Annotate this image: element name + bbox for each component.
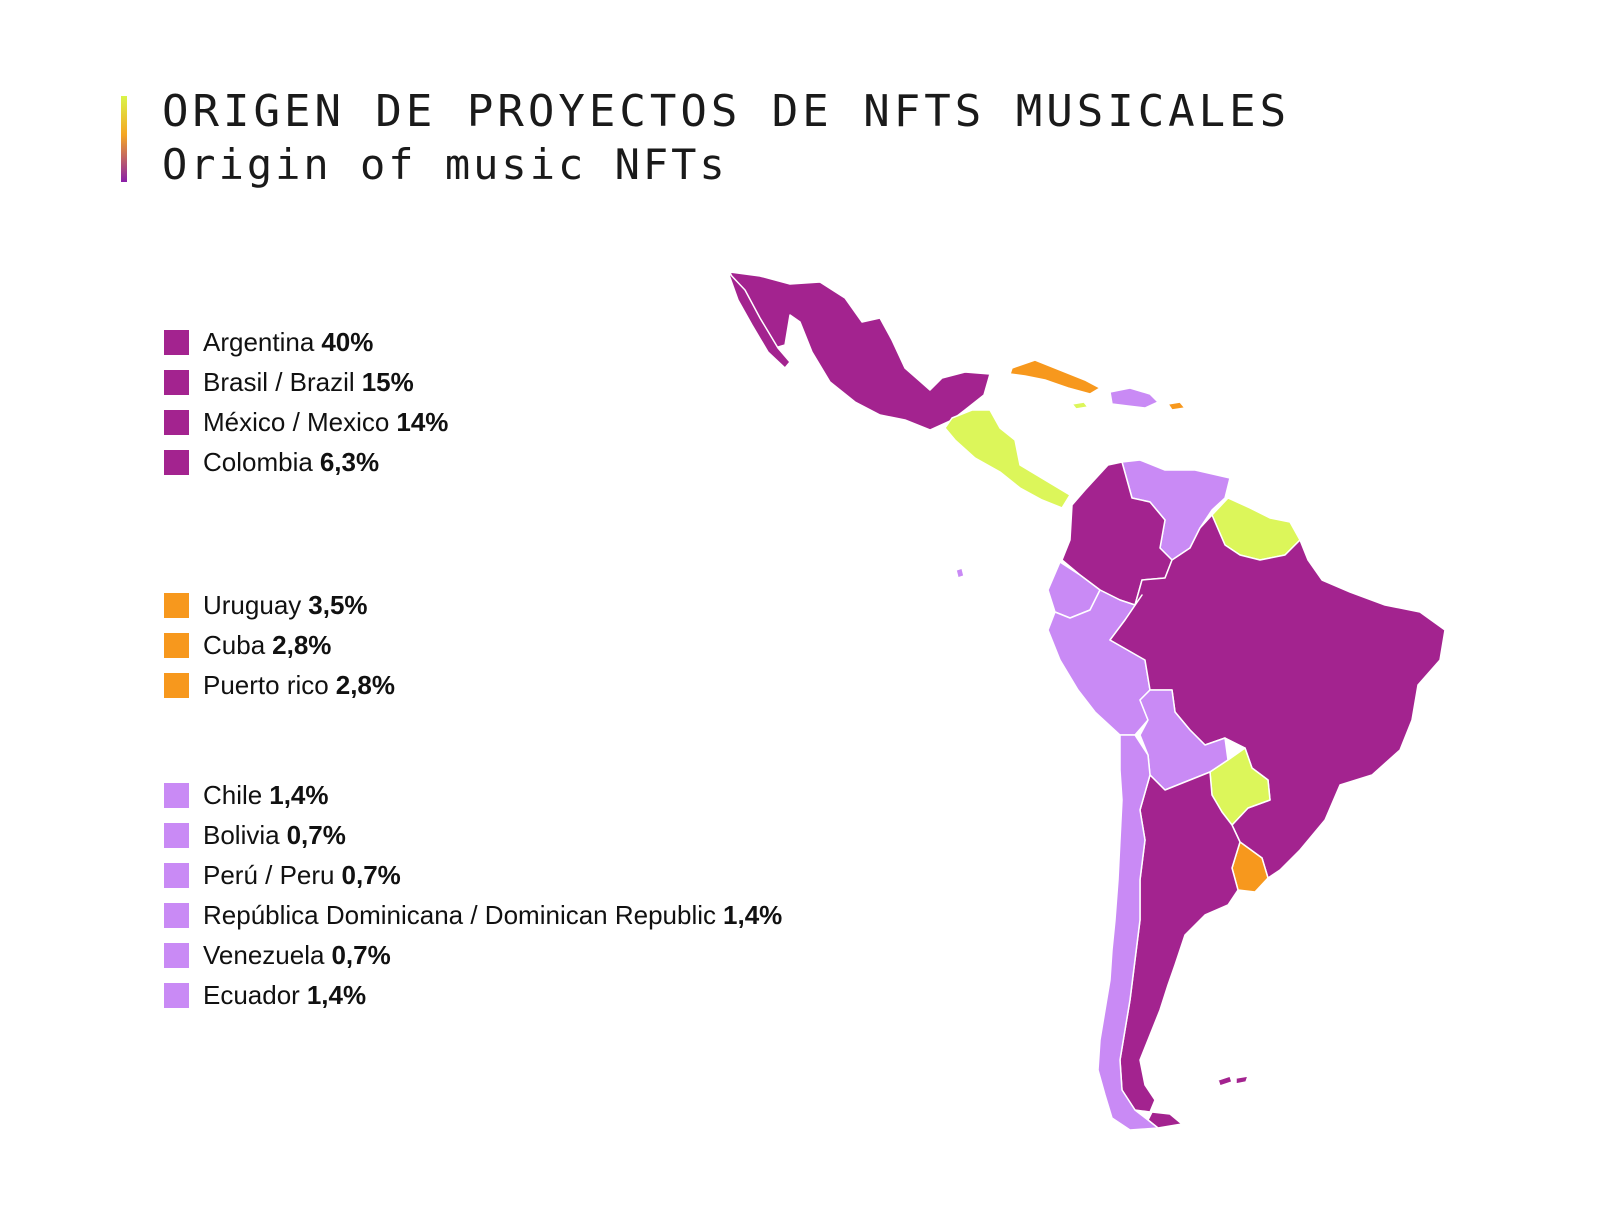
legend-label: Colombia bbox=[203, 446, 313, 477]
legend-value: 0,7% bbox=[331, 939, 391, 970]
country-dominican-republic bbox=[1109, 387, 1159, 409]
legend-value: 40% bbox=[321, 326, 374, 357]
legend-value: 2,8% bbox=[272, 629, 332, 660]
country-chile bbox=[1097, 734, 1159, 1131]
legend-swatch bbox=[164, 632, 189, 658]
legend-label: México / Mexico bbox=[203, 406, 390, 437]
legend-value: 1,4% bbox=[269, 779, 329, 810]
legend-value: 14% bbox=[396, 406, 449, 437]
legend-label: Chile bbox=[203, 779, 263, 810]
legend-item-bolivia: Bolivia 0,7% bbox=[164, 815, 782, 855]
country-argentina-tierra-del-fuego bbox=[1147, 1111, 1183, 1129]
legend-item-mexico: México / Mexico 14% bbox=[164, 402, 448, 442]
legend-item-peru: Perú / Peru 0,7% bbox=[164, 855, 782, 895]
legend-swatch bbox=[164, 369, 189, 395]
legend-item-uruguay: Uruguay 3,5% bbox=[164, 585, 395, 625]
legend-label: Perú / Peru bbox=[203, 859, 335, 890]
legend-swatch bbox=[164, 982, 189, 1008]
legend-label: Venezuela bbox=[203, 939, 325, 970]
legend-swatch bbox=[164, 329, 189, 355]
legend-swatch bbox=[164, 409, 189, 435]
legend-label: Brasil / Brazil bbox=[203, 366, 355, 397]
legend-label: Argentina bbox=[203, 326, 315, 357]
legend-label: Uruguay bbox=[203, 589, 302, 620]
legend-label: Puerto rico bbox=[203, 669, 329, 700]
legend-group-3: Chile 1,4% Bolivia 0,7% Perú / Peru 0,7%… bbox=[164, 775, 782, 1015]
legend-value: 1,4% bbox=[723, 899, 783, 930]
legend-item-ecuador: Ecuador 1,4% bbox=[164, 975, 782, 1015]
page-subtitle: Origin of music NFTs bbox=[162, 140, 728, 189]
legend-swatch bbox=[164, 902, 189, 928]
legend-value: 6,3% bbox=[319, 446, 380, 477]
legend-swatch bbox=[164, 782, 189, 808]
legend-item-venezuela: Venezuela 0,7% bbox=[164, 935, 782, 975]
legend-value: 15% bbox=[361, 366, 414, 397]
legend-label: Cuba bbox=[203, 629, 266, 660]
country-cuba bbox=[1009, 359, 1101, 395]
legend-item-argentina: Argentina 40% bbox=[164, 322, 448, 362]
page-title: ORIGEN DE PROYECTOS DE NFTS MUSICALES bbox=[162, 86, 1291, 137]
country-puerto-rico bbox=[1167, 401, 1186, 411]
legend-item-colombia: Colombia 6,3% bbox=[164, 442, 448, 482]
title-accent-bar bbox=[121, 96, 127, 182]
legend-swatch bbox=[164, 862, 189, 888]
legend-label: Bolivia bbox=[203, 819, 280, 850]
legend-value: 3,5% bbox=[308, 589, 368, 620]
legend-swatch bbox=[164, 449, 189, 475]
region-central-america bbox=[944, 409, 1071, 509]
legend-value: 1,4% bbox=[306, 979, 367, 1010]
legend-group-2: Uruguay 3,5% Cuba 2,8% Puerto rico 2,8% bbox=[164, 585, 395, 705]
legend-value: 0,7% bbox=[286, 819, 346, 850]
legend-value: 0,7% bbox=[341, 859, 401, 890]
legend-item-cuba: Cuba 2,8% bbox=[164, 625, 395, 665]
legend-item-puerto-rico: Puerto rico 2,8% bbox=[164, 665, 395, 705]
legend-item-chile: Chile 1,4% bbox=[164, 775, 782, 815]
country-mexico-baja bbox=[727, 271, 791, 369]
island-galapagos bbox=[955, 567, 965, 579]
country-mexico bbox=[729, 271, 991, 431]
legend-value: 2,8% bbox=[335, 669, 395, 700]
legend-swatch bbox=[164, 672, 189, 698]
legend-item-dominican-republic: República Dominicana / Dominican Republi… bbox=[164, 895, 782, 935]
country-jamaica bbox=[1071, 401, 1089, 410]
legend-swatch bbox=[164, 592, 189, 618]
legend-swatch bbox=[164, 822, 189, 848]
legend-group-1: Argentina 40% Brasil / Brazil 15% México… bbox=[164, 322, 448, 482]
island-falklands bbox=[1217, 1075, 1249, 1087]
legend-label: República Dominicana / Dominican Republi… bbox=[203, 899, 717, 930]
legend-label: Ecuador bbox=[203, 979, 300, 1010]
legend-swatch bbox=[164, 942, 189, 968]
legend-item-brazil: Brasil / Brazil 15% bbox=[164, 362, 448, 402]
